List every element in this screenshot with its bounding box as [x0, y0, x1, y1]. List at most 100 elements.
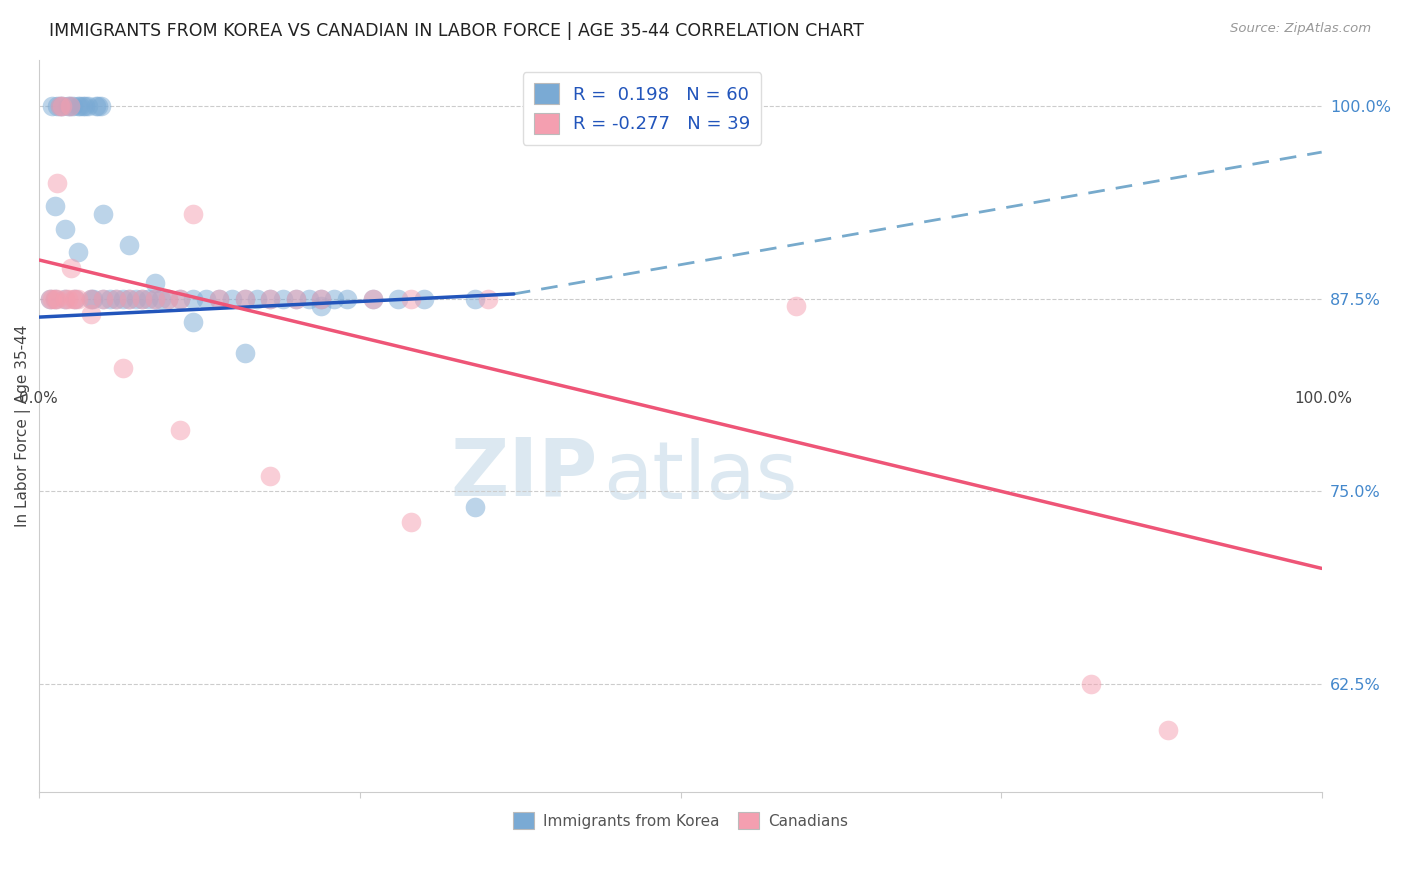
Point — [118, 237, 141, 252]
Point — [464, 292, 486, 306]
Point — [259, 292, 281, 306]
Point — [56, 99, 79, 113]
Point — [65, 292, 87, 306]
Point — [79, 307, 101, 321]
Point — [105, 292, 128, 306]
Point — [246, 292, 269, 306]
Legend: Immigrants from Korea, Canadians: Immigrants from Korea, Canadians — [506, 805, 855, 836]
Point — [72, 99, 94, 113]
Point — [44, 199, 66, 213]
Text: 100.0%: 100.0% — [1294, 392, 1353, 407]
Point — [93, 292, 115, 306]
Text: IMMIGRANTS FROM KOREA VS CANADIAN IN LABOR FORCE | AGE 35-44 CORRELATION CHART: IMMIGRANTS FROM KOREA VS CANADIAN IN LAB… — [49, 22, 865, 40]
Point — [387, 292, 409, 306]
Point — [53, 292, 76, 306]
Point — [90, 99, 112, 113]
Point — [118, 292, 141, 306]
Point — [311, 299, 333, 313]
Point — [105, 292, 128, 306]
Point — [1080, 677, 1102, 691]
Point — [336, 292, 359, 306]
Point — [46, 176, 69, 190]
Point — [93, 292, 115, 306]
Point — [124, 292, 146, 306]
Point — [208, 292, 231, 306]
Point — [65, 292, 87, 306]
Point — [38, 292, 60, 306]
Point — [399, 292, 422, 306]
Point — [51, 99, 73, 113]
Point — [69, 99, 91, 113]
Point — [323, 292, 346, 306]
Point — [413, 292, 436, 306]
Text: 0.0%: 0.0% — [18, 392, 58, 407]
Point — [233, 292, 256, 306]
Point — [181, 207, 204, 221]
Point — [59, 99, 82, 113]
Point — [131, 292, 153, 306]
Point — [143, 276, 166, 290]
Point — [298, 292, 321, 306]
Point — [79, 292, 101, 306]
Point — [311, 292, 333, 306]
Text: ZIP: ZIP — [450, 434, 598, 512]
Point — [156, 292, 179, 306]
Point — [156, 292, 179, 306]
Point — [56, 292, 79, 306]
Point — [59, 99, 82, 113]
Point — [44, 292, 66, 306]
Point — [44, 292, 66, 306]
Point — [51, 99, 73, 113]
Point — [66, 292, 89, 306]
Point — [169, 292, 191, 306]
Point — [136, 292, 159, 306]
Point — [361, 292, 384, 306]
Point — [143, 292, 166, 306]
Point — [46, 99, 69, 113]
Text: atlas: atlas — [603, 438, 799, 516]
Point — [118, 292, 141, 306]
Point — [233, 345, 256, 359]
Point — [49, 99, 72, 113]
Point — [181, 315, 204, 329]
Point — [82, 292, 104, 306]
Point — [131, 292, 153, 306]
Point — [66, 99, 89, 113]
Point — [208, 292, 231, 306]
Point — [181, 292, 204, 306]
Point — [169, 292, 191, 306]
Point — [477, 292, 499, 306]
Point — [143, 292, 166, 306]
Point — [98, 292, 121, 306]
Point — [79, 292, 101, 306]
Point — [62, 99, 84, 113]
Point — [111, 361, 134, 376]
Point — [311, 292, 333, 306]
Point — [259, 469, 281, 483]
Point — [53, 292, 76, 306]
Point — [46, 292, 69, 306]
Point — [84, 99, 107, 113]
Point — [284, 292, 307, 306]
Point — [271, 292, 294, 306]
Point — [41, 292, 63, 306]
Point — [53, 222, 76, 236]
Point — [399, 515, 422, 529]
Text: Source: ZipAtlas.com: Source: ZipAtlas.com — [1230, 22, 1371, 36]
Point — [111, 292, 134, 306]
Point — [464, 500, 486, 514]
Point — [284, 292, 307, 306]
Point — [233, 292, 256, 306]
Point — [38, 292, 60, 306]
Point — [150, 292, 173, 306]
Y-axis label: In Labor Force | Age 35-44: In Labor Force | Age 35-44 — [15, 325, 31, 527]
Point — [77, 99, 100, 113]
Point — [93, 207, 115, 221]
Point — [195, 292, 218, 306]
Point — [221, 292, 243, 306]
Point — [169, 423, 191, 437]
Point — [49, 99, 72, 113]
Point — [41, 99, 63, 113]
Point — [785, 299, 807, 313]
Point — [75, 99, 97, 113]
